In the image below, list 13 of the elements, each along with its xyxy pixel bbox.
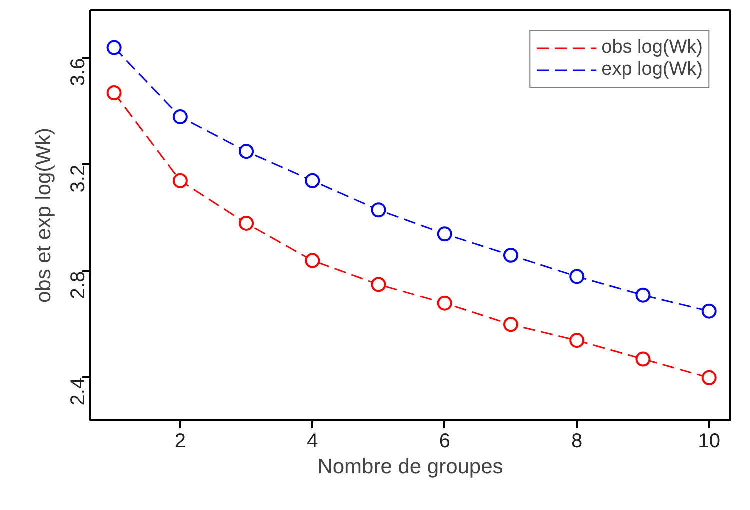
y-tick-label: 2.4: [68, 378, 90, 406]
legend-label: obs log(Wk): [602, 37, 703, 59]
y-tick-label: 3.6: [68, 58, 90, 86]
x-tick-label: 6: [439, 430, 450, 452]
x-tick-label: 2: [174, 430, 186, 452]
legend-label: exp log(Wk): [602, 59, 703, 81]
x-tick-label: 8: [572, 430, 583, 452]
x-tick-label: 4: [307, 430, 318, 452]
y-axis-title: obs et exp log(Wk): [32, 128, 56, 304]
x-axis-title: Nombre de groupes: [318, 456, 504, 478]
y-tick-label: 3.2: [68, 164, 90, 193]
y-tick-label: 2.8: [68, 271, 90, 300]
x-tick-label: 10: [698, 430, 720, 452]
